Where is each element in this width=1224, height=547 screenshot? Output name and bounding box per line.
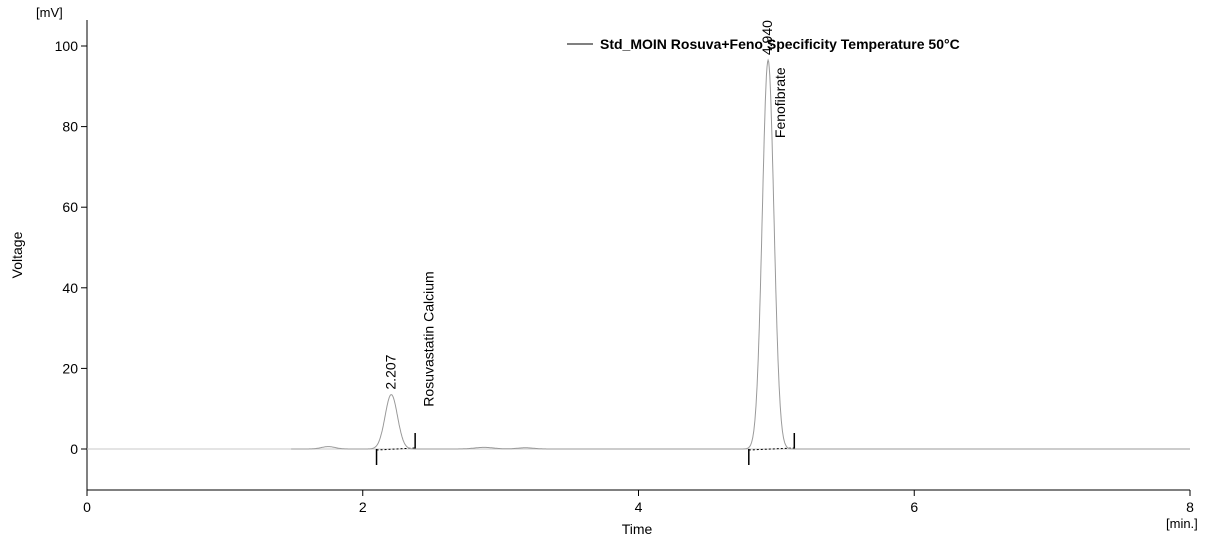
y-ticks: 0 20 40 60 80 100 <box>55 38 87 457</box>
peak-labels: 2.207 Rosuvastatin Calcium 4.940 Fenofibrat… <box>382 20 788 407</box>
y-unit-label: [mV] <box>36 5 63 20</box>
peak-retention-time: 2.207 <box>382 354 398 389</box>
y-tick-label: 100 <box>55 38 79 54</box>
x-axis-title: Time <box>622 521 653 537</box>
integration-baseline <box>748 447 795 451</box>
legend-label: Std_MOIN Rosuva+Feno Specificity Tempera… <box>600 36 960 52</box>
peak-name: Rosuvastatin Calcium <box>420 271 436 406</box>
x-ticks: 0 2 4 6 8 <box>83 490 1194 515</box>
x-tick-label: 8 <box>1186 499 1194 515</box>
x-tick-label: 0 <box>83 499 91 515</box>
x-tick-label: 4 <box>635 499 643 515</box>
y-tick-label: 80 <box>62 119 78 135</box>
chromatogram-trace <box>291 58 1190 450</box>
legend: Std_MOIN Rosuva+Feno Specificity Tempera… <box>567 36 960 52</box>
x-unit-label: [min.] <box>1166 516 1198 531</box>
peak-name: Fenofibrate <box>772 67 788 138</box>
x-tick-label: 2 <box>359 499 367 515</box>
y-axis-title: Voltage <box>9 231 25 278</box>
y-tick-label: 60 <box>62 199 78 215</box>
axes <box>86 20 1190 491</box>
x-tick-label: 6 <box>910 499 918 515</box>
peak-retention-time: 4.940 <box>759 20 775 55</box>
y-tick-label: 20 <box>62 360 78 376</box>
y-tick-label: 40 <box>62 280 78 296</box>
y-tick-label: 0 <box>70 441 78 457</box>
